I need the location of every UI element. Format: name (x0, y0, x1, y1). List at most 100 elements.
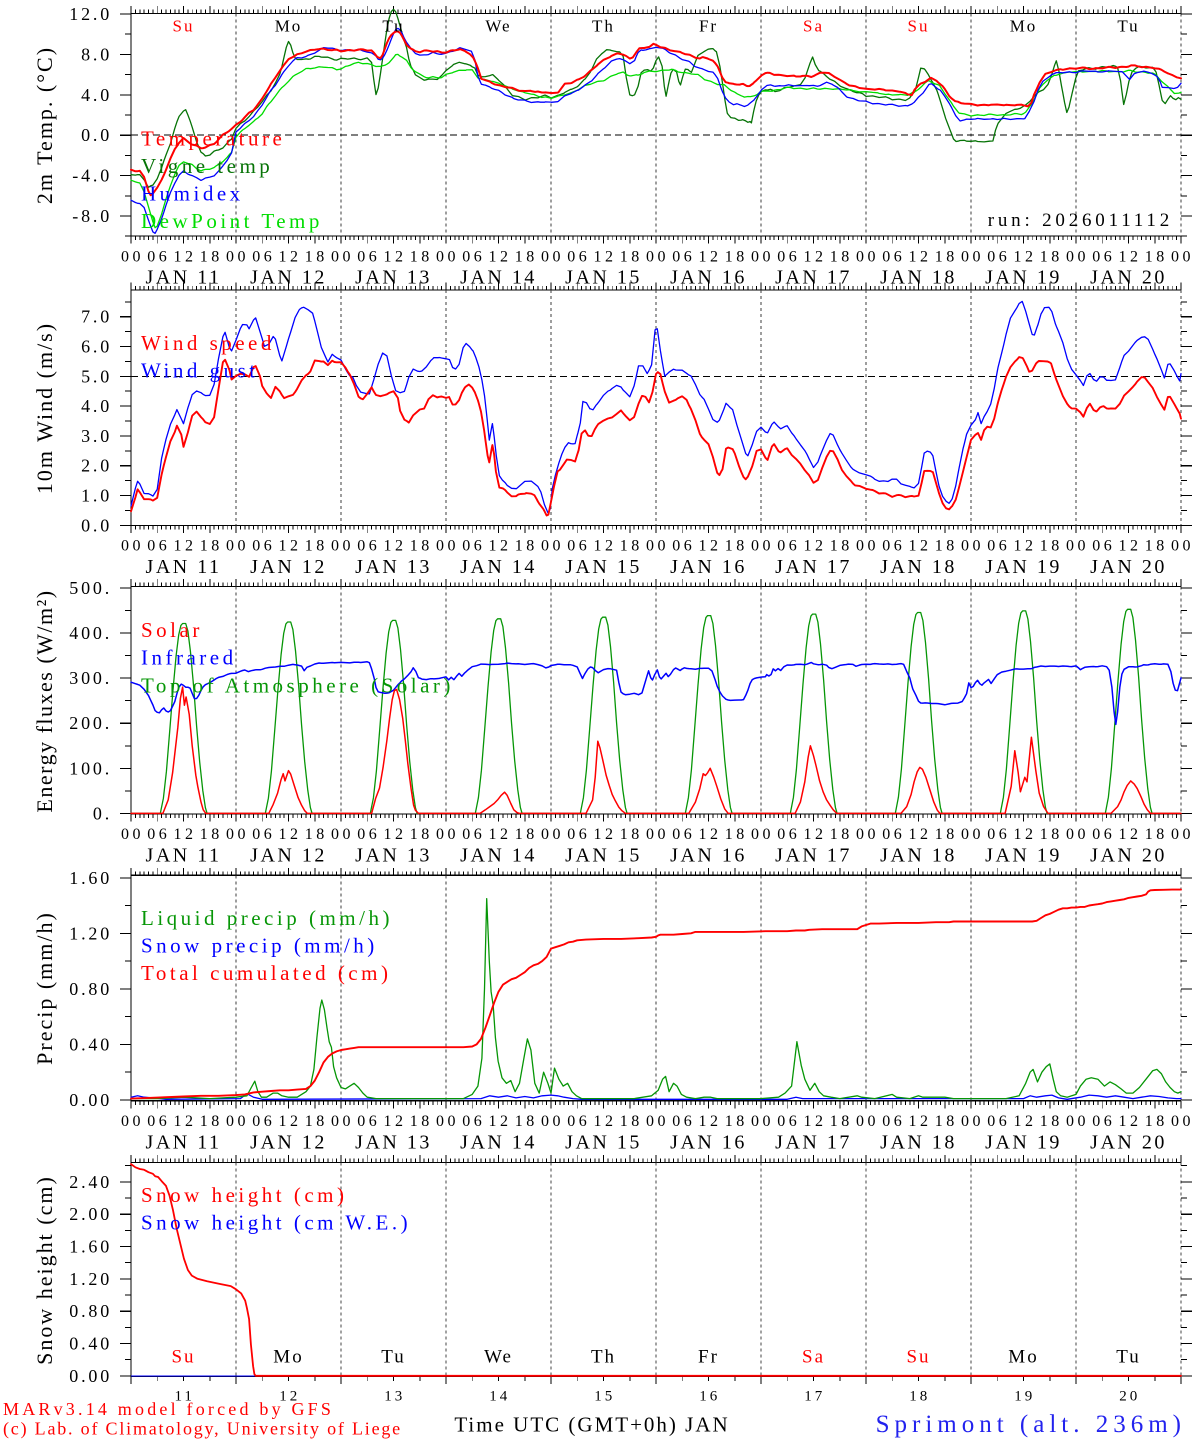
svg-text:JAN 14: JAN 14 (460, 1131, 537, 1153)
svg-text:JAN 15: JAN 15 (565, 556, 642, 578)
svg-text:00: 00 (436, 538, 459, 555)
svg-text:12: 12 (699, 826, 722, 843)
svg-text:06: 06 (672, 248, 695, 265)
svg-text:00: 00 (646, 538, 669, 555)
svg-text:00: 00 (1171, 538, 1194, 555)
svg-text:7.0: 7.0 (81, 307, 112, 327)
svg-text:18: 18 (515, 826, 538, 843)
svg-text:18: 18 (620, 1113, 643, 1130)
svg-text:0.0: 0.0 (81, 125, 112, 145)
svg-text:06: 06 (252, 826, 275, 843)
svg-text:18: 18 (725, 248, 748, 265)
svg-text:06: 06 (987, 826, 1010, 843)
svg-text:12: 12 (594, 538, 617, 555)
svg-text:Mo: Mo (273, 1347, 303, 1368)
svg-text:18: 18 (515, 1113, 538, 1130)
svg-text:18: 18 (305, 538, 328, 555)
svg-text:Mo: Mo (1008, 1347, 1038, 1368)
svg-text:00: 00 (436, 1113, 459, 1130)
svg-text:2.00: 2.00 (69, 1204, 112, 1224)
svg-text:12: 12 (384, 826, 407, 843)
svg-text:06: 06 (357, 538, 380, 555)
svg-text:300.: 300. (69, 668, 112, 688)
svg-text:JAN 19: JAN 19 (985, 844, 1062, 866)
svg-text:JAN 11: JAN 11 (146, 556, 222, 578)
svg-text:0.40: 0.40 (69, 1334, 112, 1354)
svg-text:00: 00 (541, 538, 564, 555)
svg-text:JAN 20: JAN 20 (1090, 556, 1167, 578)
svg-text:00: 00 (751, 826, 774, 843)
svg-text:18: 18 (909, 1389, 930, 1405)
svg-text:-4.0: -4.0 (72, 166, 112, 186)
svg-text:12: 12 (279, 1113, 302, 1130)
svg-text:Snow height (cm): Snow height (cm) (32, 1175, 57, 1365)
svg-text:Humidex: Humidex (141, 182, 244, 206)
svg-text:Temperature: Temperature (141, 127, 285, 151)
svg-text:JAN 18: JAN 18 (880, 844, 957, 866)
svg-text:10m Wind (m/s): 10m Wind (m/s) (32, 322, 57, 494)
svg-text:12: 12 (489, 1113, 512, 1130)
svg-text:JAN 19: JAN 19 (985, 556, 1062, 578)
svg-text:06: 06 (1092, 826, 1115, 843)
svg-text:4.0: 4.0 (81, 396, 112, 416)
svg-text:06: 06 (882, 538, 905, 555)
svg-text:JAN 12: JAN 12 (250, 267, 327, 289)
svg-text:19: 19 (1014, 1389, 1035, 1405)
svg-text:6.0: 6.0 (81, 337, 112, 357)
svg-text:500.: 500. (69, 578, 112, 598)
svg-text:00: 00 (646, 826, 669, 843)
svg-text:06: 06 (987, 538, 1010, 555)
svg-text:2.0: 2.0 (81, 456, 112, 476)
svg-text:12: 12 (909, 826, 932, 843)
svg-text:JAN 18: JAN 18 (880, 1131, 957, 1153)
svg-text:Wind speed: Wind speed (141, 331, 275, 355)
svg-text:1.20: 1.20 (69, 923, 112, 943)
svg-text:1.0: 1.0 (81, 486, 112, 506)
svg-text:00: 00 (1171, 826, 1194, 843)
svg-text:18: 18 (620, 826, 643, 843)
svg-text:(c) Lab. of Climatology, Unive: (c) Lab. of Climatology, University of L… (3, 1419, 402, 1440)
svg-text:Infrared: Infrared (141, 646, 237, 670)
svg-text:06: 06 (462, 826, 485, 843)
svg-text:18: 18 (410, 826, 433, 843)
svg-text:18: 18 (620, 538, 643, 555)
svg-text:run: 2026011112: run: 2026011112 (988, 210, 1173, 231)
svg-text:06: 06 (672, 826, 695, 843)
svg-text:00: 00 (226, 248, 249, 265)
svg-text:06: 06 (252, 538, 275, 555)
svg-text:12: 12 (489, 826, 512, 843)
svg-text:12: 12 (279, 538, 302, 555)
svg-text:18: 18 (305, 248, 328, 265)
svg-text:12: 12 (1119, 538, 1142, 555)
svg-text:00: 00 (121, 826, 144, 843)
svg-text:06: 06 (567, 826, 590, 843)
svg-text:00: 00 (961, 826, 984, 843)
svg-text:00: 00 (961, 538, 984, 555)
svg-text:00: 00 (436, 248, 459, 265)
svg-text:JAN 13: JAN 13 (355, 556, 432, 578)
svg-text:18: 18 (1040, 826, 1063, 843)
svg-text:06: 06 (882, 826, 905, 843)
svg-text:00: 00 (436, 826, 459, 843)
svg-text:00: 00 (646, 248, 669, 265)
svg-text:18: 18 (620, 248, 643, 265)
svg-text:Liquid precip (mm/h): Liquid precip (mm/h) (141, 906, 393, 930)
svg-text:18: 18 (515, 538, 538, 555)
svg-text:06: 06 (777, 1113, 800, 1130)
svg-text:Solar: Solar (141, 618, 203, 642)
svg-text:06: 06 (462, 1113, 485, 1130)
svg-text:06: 06 (357, 1113, 380, 1130)
svg-text:06: 06 (252, 248, 275, 265)
svg-text:0.: 0. (93, 803, 112, 823)
svg-text:12: 12 (804, 1113, 827, 1130)
svg-text:12: 12 (804, 248, 827, 265)
svg-text:12: 12 (909, 1113, 932, 1130)
svg-text:00: 00 (961, 1113, 984, 1130)
svg-text:JAN 18: JAN 18 (880, 556, 957, 578)
svg-text:12: 12 (594, 826, 617, 843)
svg-text:Su: Su (171, 1347, 195, 1368)
svg-text:200.: 200. (69, 713, 112, 733)
svg-text:00: 00 (541, 1113, 564, 1130)
svg-text:5.0: 5.0 (81, 366, 112, 386)
svg-text:00: 00 (856, 538, 879, 555)
